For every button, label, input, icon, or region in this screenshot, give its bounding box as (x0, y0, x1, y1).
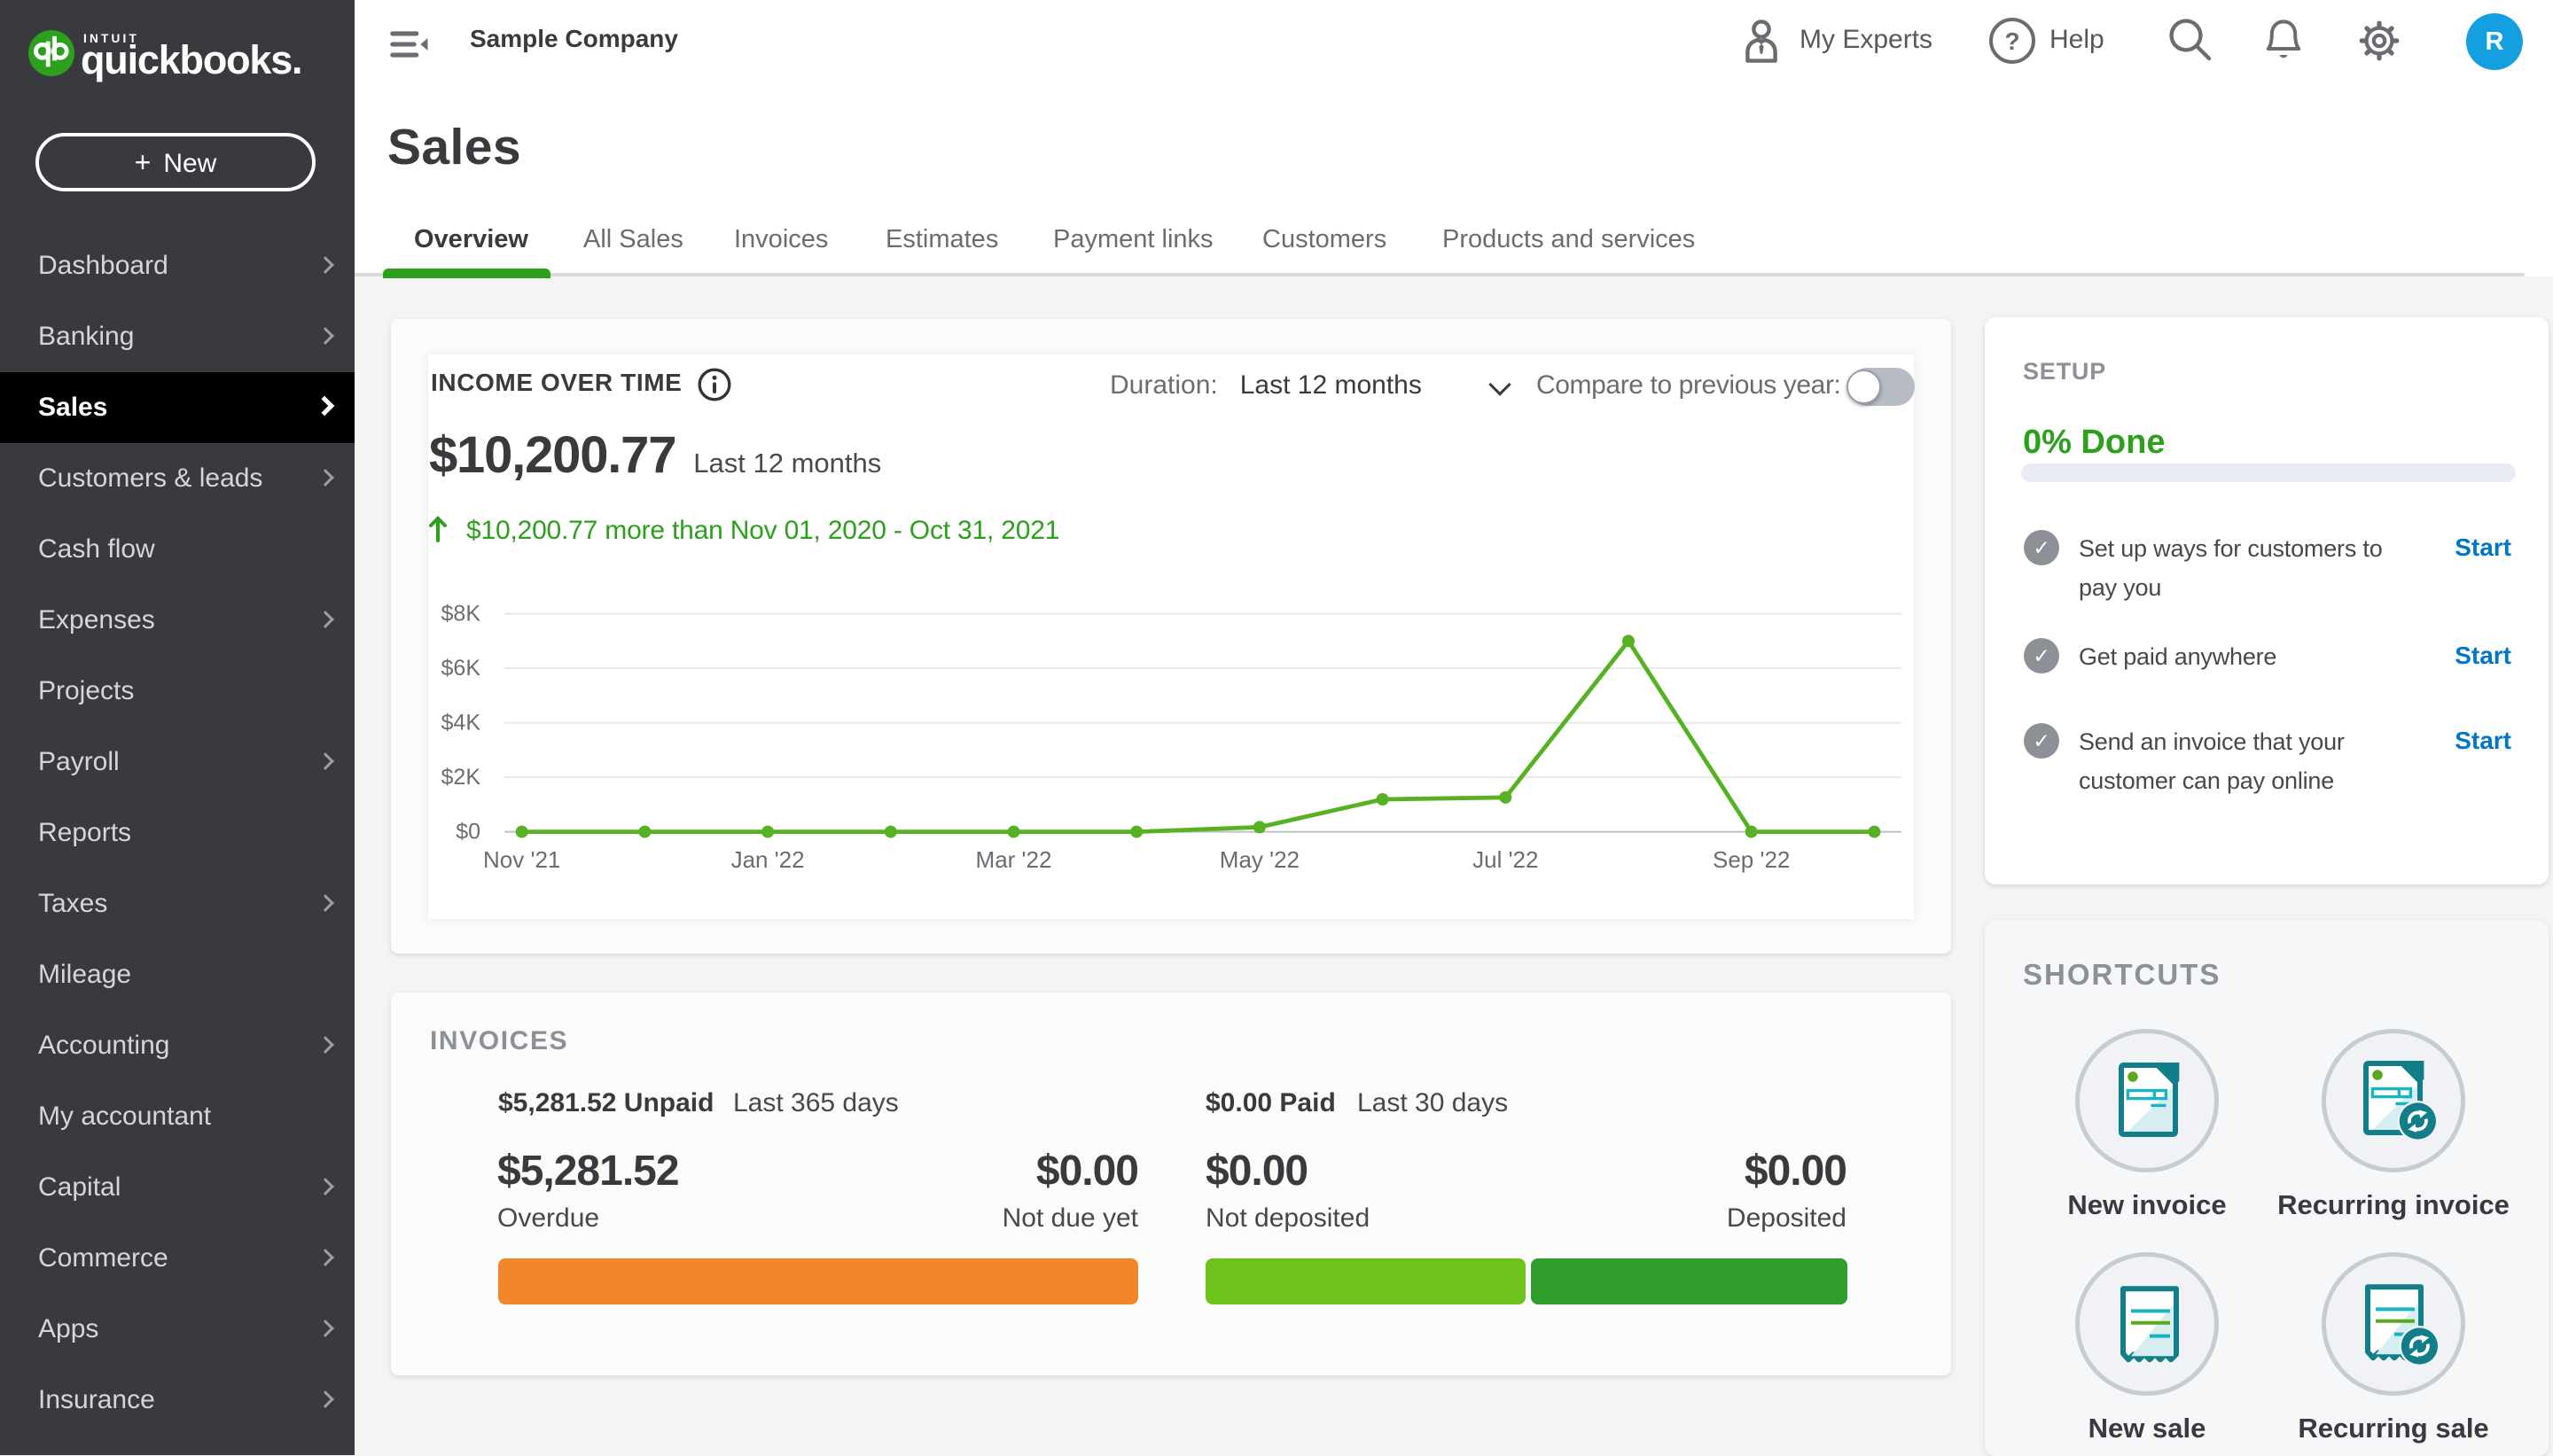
svg-text:?: ? (2004, 27, 2019, 55)
svg-text:Sep '22: Sep '22 (1713, 846, 1790, 873)
svg-text:$4K: $4K (441, 711, 481, 736)
svg-text:Jul '22: Jul '22 (1472, 846, 1538, 873)
svg-text:quickbooks.: quickbooks. (81, 37, 301, 82)
svg-text:Nov '21: Nov '21 (483, 846, 560, 873)
svg-text:Jan '22: Jan '22 (731, 846, 805, 873)
svg-text:INTUIT: INTUIT (83, 32, 139, 45)
svg-text:May '22: May '22 (1220, 846, 1300, 873)
svg-text:$0: $0 (456, 820, 480, 845)
svg-text:$8K: $8K (441, 602, 481, 627)
svg-text:$6K: $6K (441, 656, 481, 681)
svg-text:$2K: $2K (441, 765, 481, 790)
svg-text:Mar '22: Mar '22 (976, 846, 1052, 873)
